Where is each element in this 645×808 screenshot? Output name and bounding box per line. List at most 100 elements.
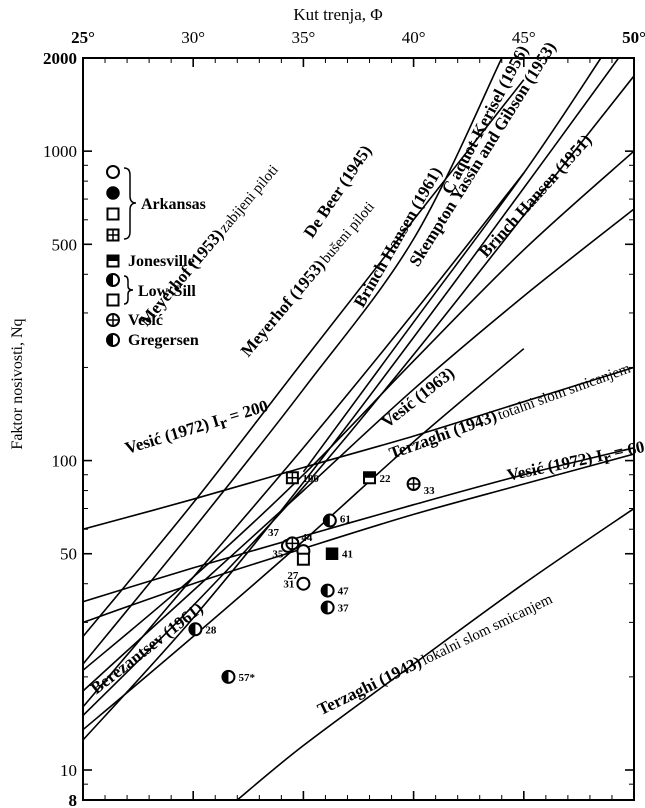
marker-shape	[106, 293, 120, 307]
marker-fill	[189, 623, 196, 636]
curve-label-text: De Beer (1945)	[300, 142, 376, 242]
legend-label: Jonesville	[128, 253, 195, 270]
plot-border	[82, 57, 635, 801]
legend-marker	[106, 228, 120, 242]
curve-label-1: Meyerhof (1953)zabijeni piloti	[135, 160, 282, 329]
curves	[83, 58, 634, 800]
data-point	[285, 471, 299, 485]
marker-fill	[107, 274, 113, 286]
legend-marker	[106, 313, 120, 327]
data-point-label: 37	[338, 603, 350, 615]
legend-marker	[106, 186, 120, 200]
data-point	[322, 513, 337, 528]
curve-label-text: C aquot-Kerisel (1956)	[438, 42, 532, 197]
x-axis-title: Kut trenja, Φ	[293, 5, 382, 24]
legend-label: Low-Sill	[138, 283, 196, 300]
curve-label-12: Terzaghi (1943)lokalni slom smicanjem	[314, 589, 555, 720]
marker-shape	[106, 186, 120, 200]
data-point	[325, 547, 339, 560]
series-line-8	[83, 366, 634, 530]
curve-label-text: Vesić (1972) I	[123, 411, 222, 458]
legend-label: Vesić	[128, 312, 163, 329]
data-point-label: 61	[340, 514, 351, 526]
series-line-5	[83, 75, 634, 717]
legend-marker	[106, 254, 120, 268]
curve-label-suffix: totalni slom smicanjem	[496, 361, 633, 424]
legend-label: Arkansas	[141, 196, 206, 213]
data-point	[296, 552, 310, 566]
y-tick-label: 10	[60, 761, 77, 780]
legend-marker	[106, 165, 120, 179]
y-axis-title: Faktor nosivosti, Nq	[9, 318, 26, 449]
curve-label-0: De Beer (1945)	[300, 142, 376, 242]
curve-label-text: Meyerhof (1953)	[237, 256, 329, 360]
data-point	[221, 669, 236, 684]
marker-fill	[222, 670, 229, 683]
x-tick-label: 40°	[402, 28, 426, 47]
curve-label-suffix: zabijeni piloti	[216, 162, 282, 236]
marker-shape	[325, 547, 339, 560]
x-tick-label: 25°	[71, 28, 95, 47]
plot-frame	[82, 57, 635, 801]
marker-fill	[107, 255, 119, 261]
observation-points: 100 22 33 61 37 35 44 27 41 31 47 37 28 57*	[188, 471, 436, 684]
data-point-label: 28	[205, 624, 217, 636]
legend: Arkansas Jonesville Low-Sill Vesić Gregersen	[106, 165, 206, 349]
legend-marker	[106, 293, 120, 307]
marker-shape	[106, 165, 120, 179]
marker-fill	[107, 334, 113, 346]
x-tick-label: 35°	[291, 28, 315, 47]
data-point-label: 37	[268, 527, 280, 539]
data-point	[406, 477, 421, 492]
marker-fill	[364, 472, 376, 478]
y-axis-title-group: Faktor nosivosti, Nq	[9, 318, 26, 449]
curve-label-8: Vesić (1972) Ir = 200	[123, 396, 272, 461]
data-point-label: 27	[287, 570, 299, 582]
marker-fill	[323, 514, 330, 527]
series-line-9	[83, 453, 634, 624]
y-tick-label: 100	[52, 452, 78, 471]
data-point-label: 47	[338, 586, 350, 598]
legend-marker	[106, 207, 120, 221]
curve-label-tail: = 200	[223, 396, 270, 427]
data-point	[320, 583, 335, 598]
series-line-1	[83, 58, 503, 665]
curve-label-10: Vesić (1972) Ir = 60	[505, 437, 645, 489]
series-line-2	[83, 172, 525, 708]
series-line-0	[83, 79, 525, 638]
y-tick-label: 500	[52, 235, 78, 254]
axis-ticks: 25° 30° 35° 40° 45° 50° 8 10 50 100 500 1000 2000	[43, 28, 645, 808]
curve-labels: De Beer (1945)Meyerhof (1953)zabijeni pi…	[87, 38, 645, 719]
data-point	[363, 471, 377, 485]
data-point-label: 41	[342, 549, 353, 561]
x-axis-title-group: Kut trenja, Φ	[293, 5, 382, 24]
legend-brace-arkansas	[123, 167, 137, 240]
series-line-3	[302, 58, 602, 473]
series-line-4	[83, 58, 620, 741]
series-line-11	[83, 348, 525, 731]
marker-shape	[296, 552, 310, 566]
data-point-label: 57*	[238, 672, 255, 684]
data-point-label: 44	[301, 532, 313, 544]
data-point-label: 33	[424, 485, 436, 497]
curve-label-4: C aquot-Kerisel (1956)	[438, 42, 532, 197]
series-line-10	[83, 447, 634, 603]
data-point-label: 22	[380, 473, 392, 485]
curve-label-text: Vesić (1972) I	[505, 446, 605, 485]
curve-label-text: Terzaghi (1943)	[314, 652, 424, 719]
series-line-12	[236, 507, 634, 800]
data-point-label: 100	[302, 473, 319, 485]
curve-label-suffix: lokalni slom smicanjem	[419, 591, 555, 668]
curve-label-11: Berezantsev (1961)	[87, 599, 207, 698]
legend-marker	[106, 273, 120, 287]
series-line-7	[83, 208, 634, 692]
x-tick-label: 30°	[181, 28, 205, 47]
x-tick-label: 50°	[622, 28, 645, 47]
legend-brace-lowsill	[123, 275, 134, 305]
y-tick-label: 2000	[43, 49, 77, 68]
marker-shape	[296, 576, 311, 591]
data-point	[188, 622, 203, 637]
curve-label-tail: = 60	[608, 437, 645, 463]
curve-label-text: Berezantsev (1961)	[87, 599, 207, 698]
